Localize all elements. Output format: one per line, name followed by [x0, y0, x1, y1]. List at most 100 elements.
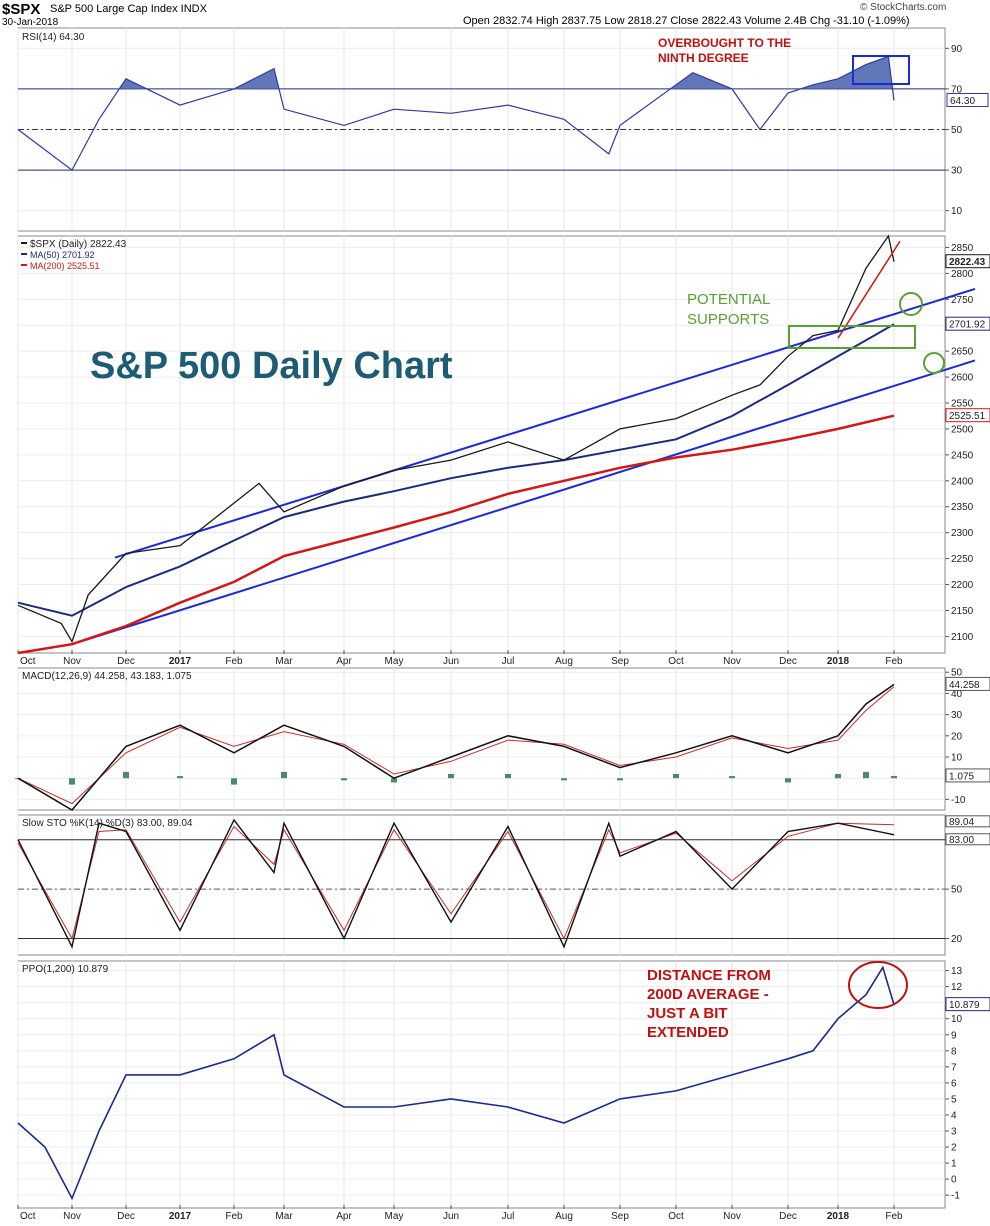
price-value-box [945, 254, 990, 269]
credit-text: © StockCharts.com [860, 2, 947, 13]
sto-legend: Slow STO %K(14) %D(3) 83.00, 89.04 [22, 818, 193, 829]
macd-line [17, 683, 895, 811]
ppo-ytick-label: 12 [951, 982, 963, 993]
ma200-line [17, 414, 895, 655]
x-tick-label: Aug [555, 656, 573, 667]
ppo-ytick-label: 2 [951, 1143, 957, 1154]
close-label: Close [670, 15, 699, 27]
price-ytick-label: 2100 [951, 632, 974, 643]
price-legend-entry: MA(50) 2701.92 [30, 250, 95, 260]
ppo-x-axis: Oct Nov Dec 2017 Feb Mar Apr May Jun Jul Aug Sep Oct… [17, 1205, 903, 1222]
x-tick-label: Mar [275, 1211, 293, 1222]
open-value: 2832.74 [492, 15, 533, 27]
x-tick-label: Nov [723, 656, 741, 667]
rsi-legend: RSI(14) 64.30 [22, 32, 85, 43]
ppo-panel-content: PPO(1,200) 10.879 10.879 DISTANCE FROM 200D… [17, 961, 990, 1201]
rsi-annotation-line-2: NINTH DEGREE [658, 51, 749, 65]
ppo-ytick-label: 6 [951, 1078, 957, 1089]
price-value-box [945, 316, 990, 331]
macd-histogram-bar [617, 778, 623, 781]
x-tick-label: May [385, 656, 404, 667]
slow-sto-frame [17, 814, 946, 956]
price-chart-title: S&P 500 Daily Chart [90, 345, 453, 387]
slow-sto-ytick-label: 20 [951, 934, 963, 945]
sto-value-label: 83.00 [949, 835, 974, 846]
rsi-annotation-line-1: OVERBOUGHT TO THE [658, 36, 791, 50]
high-value: 2837.75 [561, 15, 602, 27]
ppo-ytick-label: 8 [951, 1046, 957, 1057]
macd-value-box [945, 676, 990, 691]
price-ytick-label: 2450 [951, 450, 974, 461]
rsi-ytick-label: 30 [951, 166, 963, 177]
slow-sto-ytick-label: 50 [951, 885, 963, 896]
price-line [17, 234, 895, 644]
ppo-ytick-label: 7 [951, 1062, 957, 1073]
rsi-highlight-box [852, 55, 910, 85]
ppo-ytick-label: 13 [951, 966, 963, 977]
x-tick-label: May [385, 1211, 404, 1222]
ppo-ytick-label: 5 [951, 1094, 957, 1105]
x-tick-label: Oct [668, 1211, 684, 1222]
price-value-label: 2701.92 [949, 320, 986, 331]
price-legend-entry: MA(200) 2525.51 [30, 261, 100, 271]
macd-frame [17, 667, 946, 811]
x-tick-label: Feb [885, 656, 903, 667]
x-tick-label: Dec [117, 656, 135, 667]
x-tick-label: 2018 [827, 656, 850, 667]
close-value: 2822.43 [701, 15, 742, 27]
ppo-ytick-label: -1 [951, 1191, 960, 1202]
price-ytick-label: 2500 [951, 424, 974, 435]
price-legend-entry: $SPX (Daily) 2822.43 [30, 239, 127, 250]
support-circle-upper [899, 292, 923, 316]
ma50-line [17, 323, 895, 617]
rsi-ytick-label: 70 [951, 84, 963, 95]
ticker-symbol: $SPX [2, 1, 41, 18]
sto-k-line [17, 818, 895, 949]
support-box [788, 325, 916, 349]
x-tick-label: Apr [336, 656, 352, 667]
short-term-trendline [837, 240, 901, 339]
chg-label: Chg [809, 15, 831, 27]
macd-histogram-bar [729, 776, 735, 779]
x-tick-label: Jul [502, 1211, 515, 1222]
x-tick-label: Nov [723, 1211, 741, 1222]
x-tick-label: Sep [611, 656, 629, 667]
x-tick-label: Feb [225, 1211, 243, 1222]
macd-histogram-bar [69, 778, 75, 785]
x-tick-label: Dec [117, 1211, 135, 1222]
macd-histogram-bar [341, 778, 347, 781]
ppo-line [17, 965, 895, 1201]
price-value-label: 2525.51 [949, 411, 986, 422]
macd-value-label: 44.258 [949, 680, 980, 691]
price-ytick-label: 2350 [951, 502, 974, 513]
chg-value: -31.10 (-1.09%) [833, 15, 910, 27]
x-tick-label: Dec [779, 1211, 797, 1222]
price-ytick-label: 2650 [951, 347, 974, 358]
macd-ytick-label: 10 [951, 753, 963, 764]
x-tick-label: Sep [611, 1211, 629, 1222]
x-tick-label: Oct [20, 656, 36, 667]
ppo-ytick-label: 1 [951, 1159, 957, 1170]
macd-legend: MACD(12,26,9) 44.258, 43.183, 1.075 [22, 671, 192, 682]
x-tick-label: Feb [225, 656, 243, 667]
macd-panel: 50403020100-10 [17, 667, 966, 811]
ppo-ytick-label: 10 [951, 1014, 963, 1025]
macd-histogram-bar [835, 773, 841, 779]
ppo-highlight-ellipse [848, 961, 908, 1009]
x-tick-label: 2017 [169, 656, 192, 667]
macd-histogram-bar [231, 778, 237, 785]
low-label: Low [604, 15, 625, 27]
price-ytick-label: 2300 [951, 528, 974, 539]
ppo-legend: PPO(1,200) 10.879 [22, 964, 109, 975]
open-label: Open [463, 15, 490, 27]
x-tick-label: Mar [275, 656, 293, 667]
macd-ytick-label: 50 [951, 668, 963, 679]
macd-histogram-bar [891, 775, 897, 779]
support-circle-lower [923, 352, 945, 374]
price-value-box [945, 408, 990, 423]
macd-histogram-bar [561, 778, 567, 781]
x-tick-label: Oct [20, 1211, 36, 1222]
low-value: 2818.27 [627, 15, 668, 27]
rsi-ytick-label: 10 [951, 206, 963, 217]
sto-value-label: 89.04 [949, 817, 974, 828]
